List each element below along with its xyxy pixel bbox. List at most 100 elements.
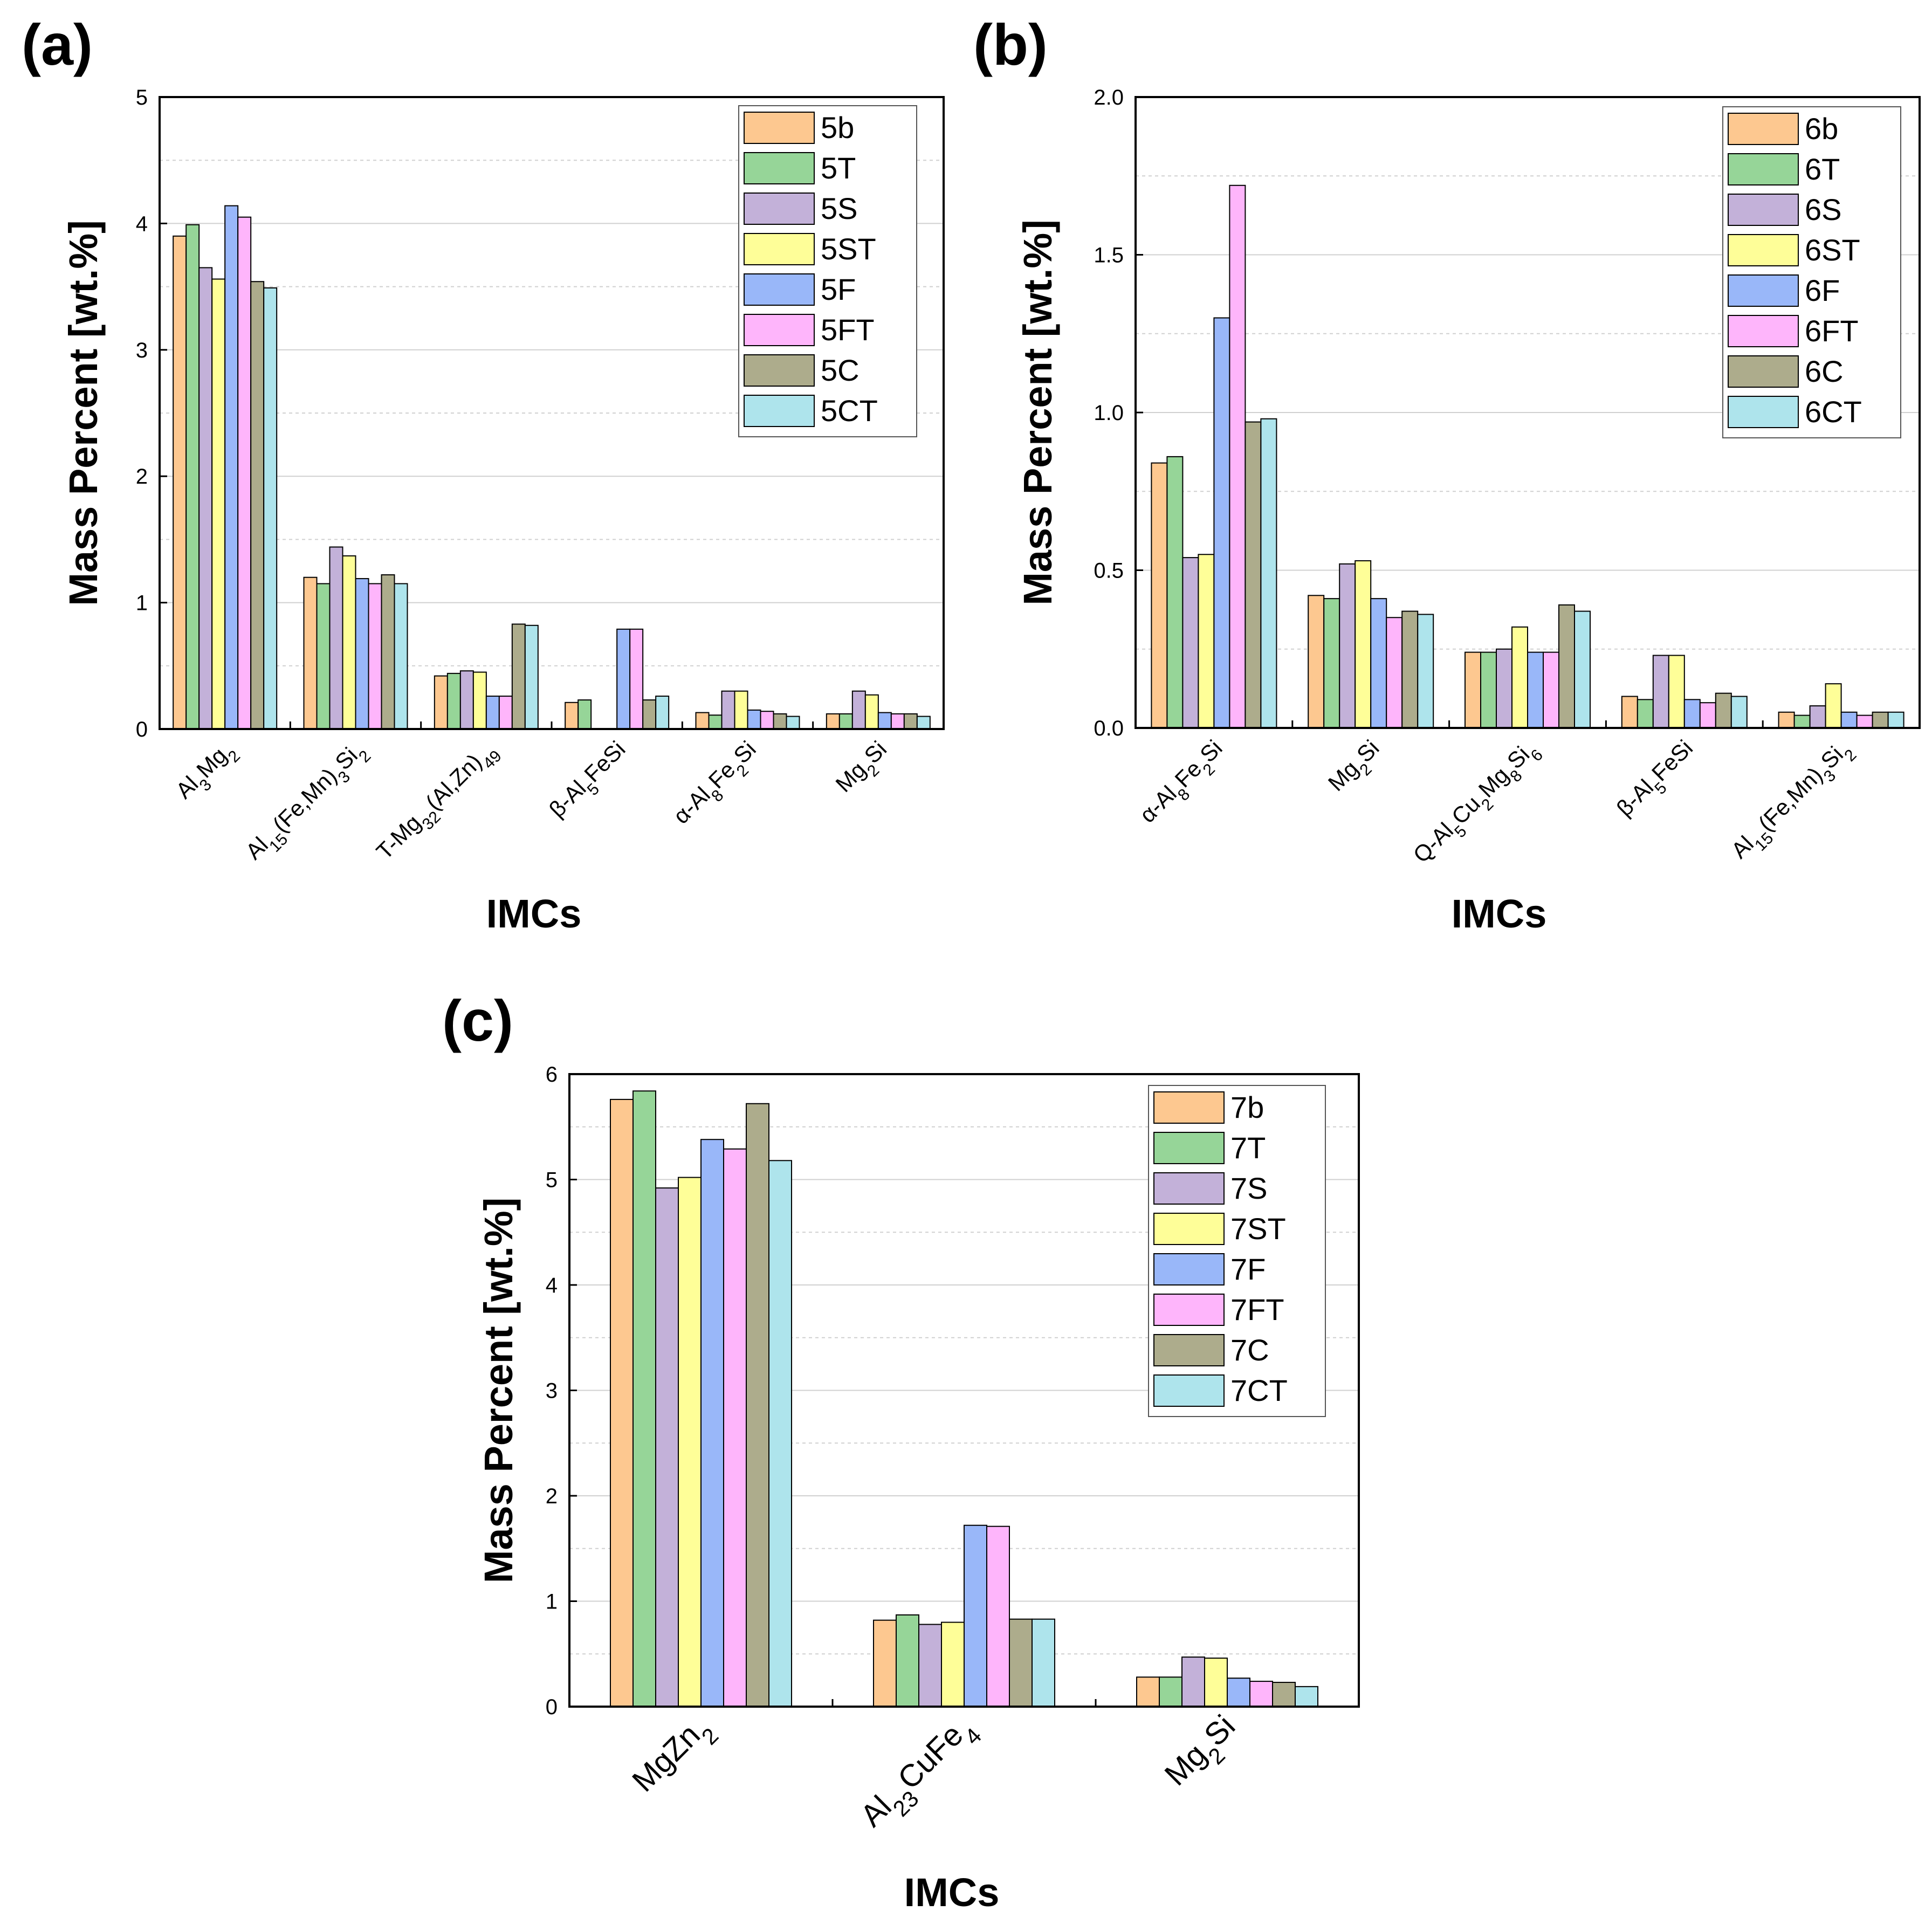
bar-7CT-0 [768, 1160, 792, 1708]
category-label: Mg2Si [1323, 735, 1390, 801]
bar-6F-3 [1683, 699, 1701, 728]
legend-swatch-7ST [1153, 1213, 1225, 1245]
y-tick-label: 1.0 [1094, 401, 1124, 425]
legend-swatch-7CT [1153, 1374, 1225, 1407]
panel-c: (c) 0 1 2 3 4 5 6 MgZn2 Al23CuFe4 Mg2Si Mass Per… [442, 988, 1360, 1915]
bar-5T-5 [838, 713, 853, 730]
legend-swatch-7F [1153, 1253, 1225, 1285]
bar-5ST-4 [734, 690, 748, 730]
bar-7b-2 [1136, 1676, 1160, 1708]
y-tick-label: 2 [136, 465, 148, 489]
bar-5C-0 [250, 281, 265, 730]
category-label: Mg2Si [1158, 1708, 1249, 1800]
legend-label-7ST: 7ST [1230, 1212, 1286, 1246]
bar-7C-1 [1009, 1618, 1033, 1708]
bar-5T-3 [577, 699, 592, 730]
legend-label-5b: 5b [821, 111, 854, 145]
bar-6T-0 [1166, 456, 1184, 729]
bar-5S-2 [459, 670, 474, 730]
bar-5C-2 [511, 623, 526, 730]
bar-7F-1 [964, 1524, 987, 1707]
y-axis-title-c: Mass Percent [wt.%] [476, 1198, 521, 1584]
bar-6ST-0 [1198, 554, 1215, 728]
legend-label-5S: 5S [821, 191, 858, 225]
bar-7T-0 [632, 1090, 656, 1707]
bar-7S-2 [1181, 1656, 1205, 1707]
bar-5ST-2 [472, 671, 487, 730]
bar-5b-5 [826, 713, 840, 730]
bar-6b-4 [1778, 711, 1795, 728]
bar-5F-1 [355, 578, 369, 730]
bar-6T-2 [1480, 651, 1497, 728]
bar-7FT-2 [1249, 1681, 1273, 1708]
category-label: Al3Mg2 [171, 736, 244, 809]
bar-6T-1 [1323, 598, 1340, 729]
category-label: β-Al5FeSi [1612, 735, 1703, 827]
y-tick-label: 5 [136, 86, 148, 109]
y-tick-label: 0 [136, 718, 148, 741]
bar-6C-3 [1715, 692, 1732, 729]
bar-5T-1 [316, 583, 331, 730]
bar-5F-4 [747, 709, 761, 730]
legend-label-6S: 6S [1805, 193, 1842, 226]
legend-label-7FT: 7FT [1230, 1293, 1284, 1326]
bar-6CT-3 [1730, 696, 1748, 728]
x-axis-title-a: IMCs [486, 891, 582, 936]
legend-swatch-7S [1153, 1172, 1225, 1205]
legend-label-5C: 5C [821, 353, 860, 387]
bar-6ST-4 [1825, 683, 1842, 728]
legend-label-6b: 6b [1805, 112, 1838, 146]
legend-label-7F: 7F [1230, 1252, 1266, 1286]
bar-5S-1 [329, 546, 343, 730]
bar-5T-4 [708, 714, 723, 730]
bar-5CT-0 [263, 287, 278, 730]
bar-5b-3 [565, 702, 579, 730]
bar-7FT-1 [986, 1525, 1010, 1708]
bar-6ST-3 [1668, 655, 1685, 728]
y-tick-label: 1 [546, 1590, 558, 1614]
bar-5S-4 [721, 690, 735, 730]
bar-5T-0 [185, 224, 200, 730]
legend-label-6F: 6F [1805, 273, 1840, 307]
bar-6FT-1 [1386, 617, 1403, 728]
bar-7ST-0 [678, 1177, 702, 1708]
legend-label-6ST: 6ST [1805, 233, 1860, 267]
y-axis-title-b: Mass Percent [wt.%] [1015, 219, 1060, 606]
bar-5F-0 [224, 205, 239, 730]
x-axis-title-c: IMCs [904, 1870, 1000, 1915]
bar-6CT-1 [1417, 614, 1434, 729]
bar-5CT-2 [524, 624, 539, 730]
legend-swatch-6FT [1728, 315, 1799, 347]
legend-label-7C: 7C [1230, 1333, 1269, 1367]
bar-7T-2 [1159, 1676, 1182, 1708]
legend-swatch-6C [1728, 355, 1799, 388]
bar-5ST-1 [342, 555, 356, 730]
bar-5CT-4 [786, 716, 800, 730]
bar-6T-3 [1637, 699, 1654, 728]
bar-6S-2 [1496, 648, 1512, 728]
legend-swatch-7FT [1153, 1294, 1225, 1326]
y-tick-label: 1 [136, 592, 148, 615]
legend-label-7b: 7b [1230, 1090, 1264, 1124]
bar-5b-1 [303, 576, 318, 730]
bar-6FT-4 [1856, 714, 1873, 728]
bar-5FT-4 [760, 711, 774, 730]
y-tick-label: 3 [136, 339, 148, 362]
bar-7FT-0 [723, 1148, 747, 1707]
bar-5ST-5 [864, 694, 879, 730]
bar-6C-0 [1245, 421, 1262, 728]
bar-5b-0 [173, 235, 187, 730]
category-label: α-Al8Fe2Si [668, 736, 766, 834]
legend-label-5F: 5F [821, 272, 856, 306]
bar-6CT-0 [1260, 418, 1277, 728]
bar-5b-4 [695, 712, 710, 730]
bar-6S-0 [1182, 557, 1199, 728]
bar-6S-4 [1809, 705, 1826, 729]
bar-6S-1 [1339, 563, 1356, 729]
category-label: Al23CuFe4 [854, 1708, 986, 1841]
y-tick-label: 4 [136, 212, 148, 236]
legend-label-5T: 5T [821, 151, 856, 185]
bar-6b-3 [1621, 696, 1638, 728]
legend-swatch-5FT [744, 314, 815, 346]
bar-6FT-3 [1699, 702, 1716, 728]
